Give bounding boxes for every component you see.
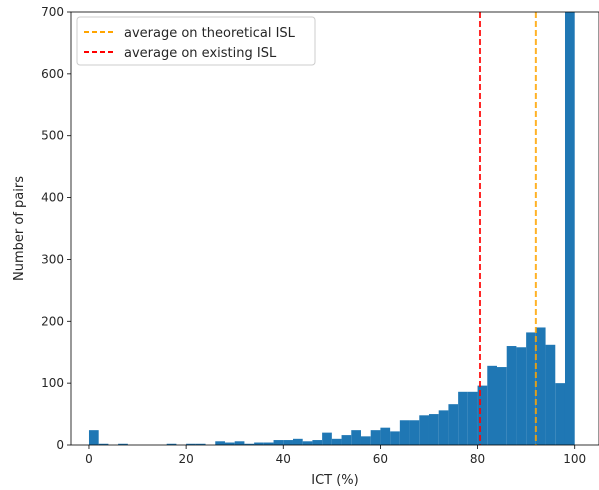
histogram-bar [186,443,196,445]
histogram-bar [545,344,556,445]
histogram-bar [428,414,439,445]
histogram-bar [215,441,225,445]
histogram-bar [98,443,109,445]
x-tick-label: 80 [470,452,485,466]
x-tick-label: 40 [276,452,291,466]
histogram-bar [448,404,459,445]
histogram-bar [380,427,391,445]
histogram-bar [390,431,400,445]
histogram-bar [88,430,99,445]
x-tick-label: 20 [178,452,193,466]
plot-frame [70,11,599,446]
histogram-bar [254,442,264,445]
histogram-bar [477,385,488,445]
y-tick-label: 300 [41,252,64,266]
y-axis-label: Number of pairs [12,176,27,281]
histogram-bar [302,441,313,445]
histogram-bar [263,442,274,445]
legend-label-theoretical: average on theoretical ISL [124,26,296,41]
histogram-bar [283,440,293,445]
histogram-bar [370,430,381,445]
histogram-bar [118,443,128,445]
histogram-bars [88,12,575,445]
reference-lines [478,12,537,445]
histogram-bar [409,420,420,445]
y-tick-label: 400 [41,191,64,205]
y-tick-label: 600 [41,67,64,81]
legend: average on theoretical ISL average on ex… [76,16,316,66]
y-tick-label: 500 [41,129,64,143]
histogram-bar [419,415,429,445]
histogram-bar [496,367,507,445]
x-axis-label: ICT (%) [311,473,358,488]
histogram-bar [351,430,361,445]
y-axis-ticks: 0 100 200 300 400 500 600 700 [41,5,71,452]
x-tick-label: 0 [85,452,93,466]
histogram-bar [399,420,410,445]
legend-label-existing: average on existing ISL [124,46,277,61]
histogram-bar [526,332,536,445]
histogram-bar [322,432,332,445]
histogram-bar [224,442,235,445]
histogram-bar [506,346,517,445]
histogram-bar [360,436,371,445]
histogram-bar [273,440,284,445]
histogram-bar [516,347,527,445]
y-tick-label: 200 [41,314,64,328]
histogram-bar [458,391,468,445]
histogram-bar [341,435,352,445]
histogram-bar [292,438,303,445]
histogram-bar [166,443,177,445]
x-tick-label: 100 [563,452,586,466]
histogram-bar [487,365,497,445]
histogram-bar [467,391,478,445]
histogram-bar [195,443,206,445]
histogram-bar [234,441,245,445]
histogram-bar [564,12,575,445]
histogram-bar [438,410,449,445]
y-tick-label: 0 [56,438,64,452]
y-tick-label: 700 [41,5,64,19]
histogram-bar [331,438,342,445]
histogram-bar [312,440,323,445]
histogram-bar [555,383,565,445]
y-tick-label: 100 [41,376,64,390]
x-axis-ticks: 0 20 40 60 80 100 [85,445,586,466]
legend-box [76,16,316,66]
x-tick-label: 60 [373,452,388,466]
histogram-bar [535,327,546,445]
histogram-bar [244,443,255,445]
